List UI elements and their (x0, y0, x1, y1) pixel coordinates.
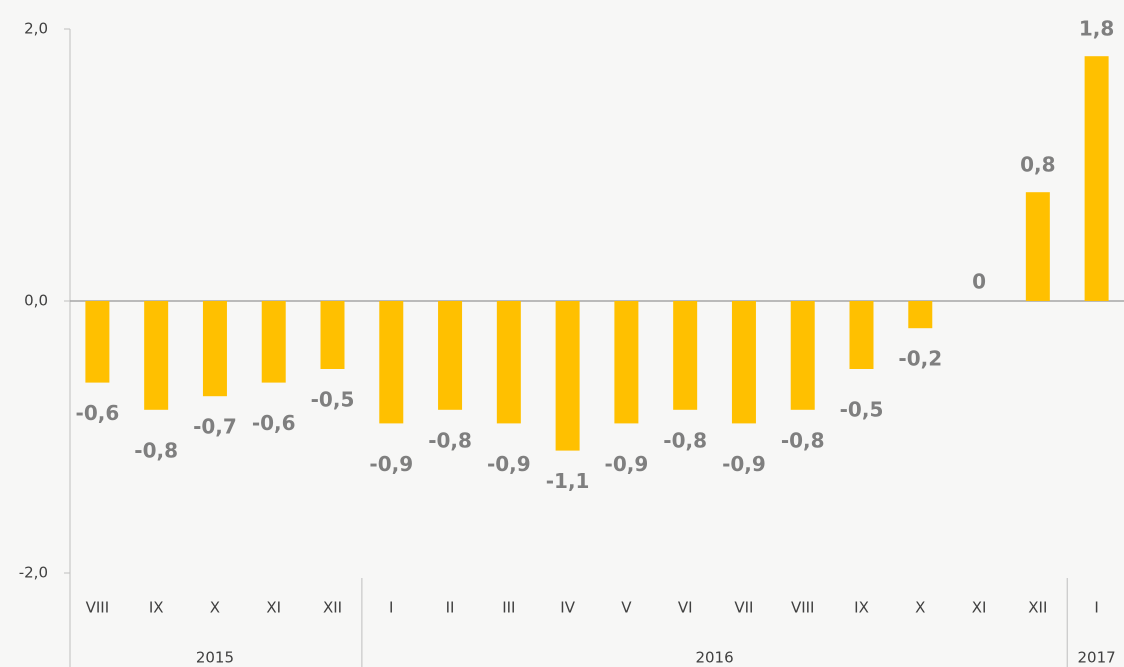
x-tick-label: XII (1028, 599, 1047, 617)
value-label: -0,8 (663, 428, 707, 452)
x-tick-label: XI (266, 599, 281, 617)
bar (908, 301, 933, 329)
value-label: -1,1 (546, 469, 590, 493)
x-tick-label: IX (149, 599, 164, 617)
value-label: -0,2 (898, 347, 942, 371)
x-tick-label: I (389, 599, 393, 617)
bar (673, 301, 698, 410)
y-tick-label: -2,0 (19, 564, 48, 582)
x-tick-label: VI (678, 599, 693, 617)
bar (496, 301, 521, 424)
bar (1025, 192, 1050, 301)
x-tick-label: III (502, 599, 515, 617)
value-label: -0,6 (252, 411, 296, 435)
value-label: -0,8 (781, 428, 825, 452)
x-tick-label: XI (972, 599, 987, 617)
x-tick-label: VIII (791, 599, 815, 617)
bar (849, 301, 874, 369)
group-label: 2017 (1078, 649, 1116, 667)
x-tick-label: VII (734, 599, 753, 617)
x-tick-label: V (621, 599, 632, 617)
x-tick-label: II (446, 599, 455, 617)
value-label: 0,8 (1020, 153, 1055, 177)
bar (438, 301, 463, 410)
value-label: -0,9 (369, 452, 413, 476)
value-label: -0,9 (605, 452, 649, 476)
x-tick-label: IX (854, 599, 869, 617)
value-label: -0,7 (193, 415, 237, 439)
bar (614, 301, 639, 424)
value-label: -0,5 (311, 388, 355, 412)
bar (555, 301, 580, 451)
group-label: 2015 (196, 649, 234, 667)
bar (85, 301, 110, 383)
x-tick-label: I (1094, 599, 1098, 617)
value-label: -0,9 (487, 452, 531, 476)
value-label: 1,8 (1079, 17, 1114, 41)
bar (379, 301, 404, 424)
bar (144, 301, 169, 410)
x-tick-label: X (915, 599, 925, 617)
x-tick-label: VIII (86, 599, 110, 617)
x-tick-label: IV (560, 599, 575, 617)
value-label: -0,8 (134, 438, 178, 462)
y-tick-label: 2,0 (24, 20, 48, 38)
value-label: -0,6 (76, 401, 120, 425)
y-tick-label: 0,0 (24, 292, 48, 310)
value-label: -0,8 (428, 428, 472, 452)
x-tick-label: XII (323, 599, 342, 617)
bar (261, 301, 286, 383)
value-label: -0,5 (840, 398, 884, 422)
value-label: -0,9 (722, 452, 766, 476)
bar (1084, 56, 1109, 302)
bar (790, 301, 815, 410)
x-tick-label: X (210, 599, 220, 617)
group-label: 2016 (695, 649, 733, 667)
bar (202, 301, 227, 397)
bar (320, 301, 345, 369)
bar (731, 301, 756, 424)
value-label: 0 (972, 270, 986, 294)
